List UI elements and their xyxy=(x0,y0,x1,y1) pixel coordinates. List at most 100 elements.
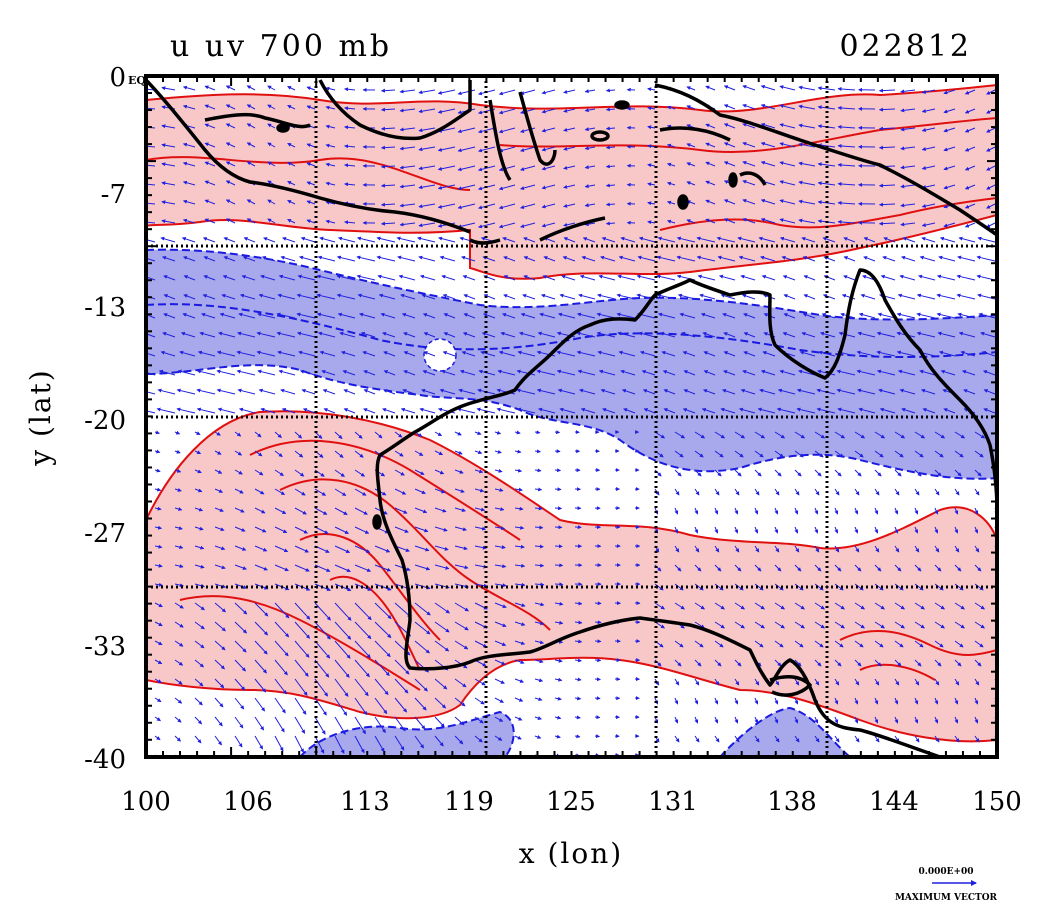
wind-vector xyxy=(600,255,616,262)
wind-vector xyxy=(584,89,596,94)
wind-vector xyxy=(663,389,676,395)
wind-vector xyxy=(418,255,436,262)
wind-vector xyxy=(241,274,256,281)
wind-vector xyxy=(495,774,500,778)
wind-vector xyxy=(399,127,416,132)
wind-vector xyxy=(297,274,316,281)
wind-vector xyxy=(623,408,636,414)
wind-vector xyxy=(734,431,746,439)
wind-vector xyxy=(575,774,579,775)
wind-vector xyxy=(477,146,496,153)
wind-vector xyxy=(878,221,896,226)
wind-vector xyxy=(738,255,756,262)
legend-caption: MAXIMUM VECTOR xyxy=(895,893,998,903)
wind-vector xyxy=(637,255,656,262)
wind-vector xyxy=(503,275,516,281)
wind-vector xyxy=(494,449,502,454)
wind-vector xyxy=(441,274,456,281)
wind-vector xyxy=(900,89,916,94)
wind-vector xyxy=(718,274,736,281)
wind-vector xyxy=(334,507,348,515)
wind-vector xyxy=(457,127,476,134)
wind-vector xyxy=(934,431,946,439)
wind-vector xyxy=(686,219,696,224)
negative-band-southeast xyxy=(718,706,852,757)
wind-vector xyxy=(418,184,436,190)
wind-vector xyxy=(161,143,176,148)
wind-vector xyxy=(325,105,336,110)
wind-vector xyxy=(421,293,436,300)
wind-vector xyxy=(900,108,916,113)
wind-vector xyxy=(154,449,161,454)
wind-vector xyxy=(814,469,822,477)
wind-vector xyxy=(280,388,296,395)
wind-vector xyxy=(434,488,446,494)
wind-vector xyxy=(314,488,327,496)
wind-vector xyxy=(483,294,496,300)
wind-vector xyxy=(878,88,896,93)
wind-vector xyxy=(705,161,716,167)
wind-vector xyxy=(217,407,236,414)
negative-band-south xyxy=(298,710,515,757)
wind-vector xyxy=(441,369,456,376)
wind-vector xyxy=(162,331,176,338)
wind-vector xyxy=(834,431,846,439)
wind-vector xyxy=(319,350,336,357)
wind-vector xyxy=(380,312,396,319)
wind-vector xyxy=(498,184,516,191)
wind-vector xyxy=(418,222,436,228)
wind-vector xyxy=(723,161,736,167)
wind-vector xyxy=(641,369,656,376)
wind-vector xyxy=(356,255,376,262)
wind-vector xyxy=(476,407,496,414)
wind-vector xyxy=(534,487,543,492)
wind-vector xyxy=(376,255,396,262)
wind-vector xyxy=(563,89,576,94)
x-tick-label: 113 xyxy=(340,787,390,817)
wind-vector xyxy=(182,199,196,205)
wind-vector xyxy=(462,275,476,281)
wind-vector xyxy=(306,105,316,110)
wind-vector xyxy=(760,369,776,376)
wind-vector xyxy=(781,255,796,262)
wind-vector xyxy=(457,203,476,210)
wind-vector xyxy=(256,350,276,357)
wind-vector xyxy=(798,161,816,167)
wind-vector xyxy=(399,108,416,113)
wind-vector xyxy=(714,488,720,496)
wind-vector xyxy=(578,293,596,300)
wind-vector xyxy=(816,407,836,414)
wind-vector xyxy=(761,274,776,281)
wind-vector xyxy=(221,293,236,300)
y-tick-label: -13 xyxy=(84,293,126,323)
wind-vector xyxy=(802,313,816,319)
wind-vector xyxy=(337,236,356,243)
wind-vector xyxy=(419,407,436,414)
wind-vector xyxy=(817,162,836,167)
wind-vector xyxy=(267,123,276,129)
wind-vector xyxy=(380,88,396,93)
wind-vector xyxy=(817,86,836,91)
wind-vector xyxy=(705,180,716,186)
wind-vector xyxy=(779,85,796,91)
wind-vector xyxy=(723,104,736,110)
wind-vector xyxy=(344,144,356,149)
wind-vector xyxy=(814,488,820,496)
wind-vector xyxy=(821,312,836,319)
wind-vector xyxy=(954,488,960,496)
wind-vector xyxy=(202,294,216,300)
wind-vector xyxy=(900,184,916,189)
x-tick-label: 119 xyxy=(444,787,494,817)
wind-vector xyxy=(474,431,482,435)
wind-vector xyxy=(723,351,736,357)
wind-vector xyxy=(696,255,716,262)
wind-vector xyxy=(636,274,656,281)
wind-vector xyxy=(617,331,636,338)
wind-vector xyxy=(161,86,176,91)
wind-vector xyxy=(834,488,840,496)
wind-vector xyxy=(194,431,201,436)
wind-vector xyxy=(754,450,764,458)
wind-vector xyxy=(896,312,916,319)
wind-vector xyxy=(516,407,536,414)
wind-vector xyxy=(343,408,356,414)
